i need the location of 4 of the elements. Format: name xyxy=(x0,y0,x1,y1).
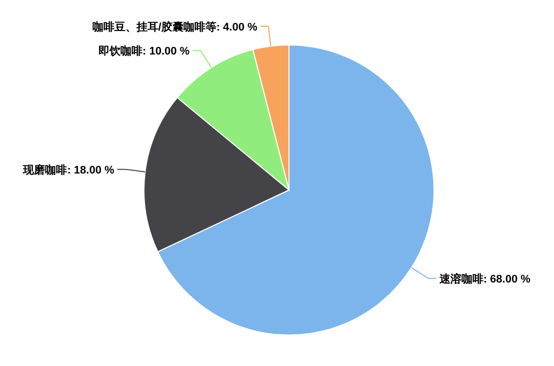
slice-label: 即饮咖啡: 10.00 % xyxy=(98,44,190,58)
slice-label: 咖啡豆、挂耳/胶囊咖啡等: 4.00 % xyxy=(92,20,258,34)
slice-label: 现磨咖啡: 18.00 % xyxy=(22,163,115,176)
slice-label: 速溶咖啡: 68.00 % xyxy=(438,272,531,286)
